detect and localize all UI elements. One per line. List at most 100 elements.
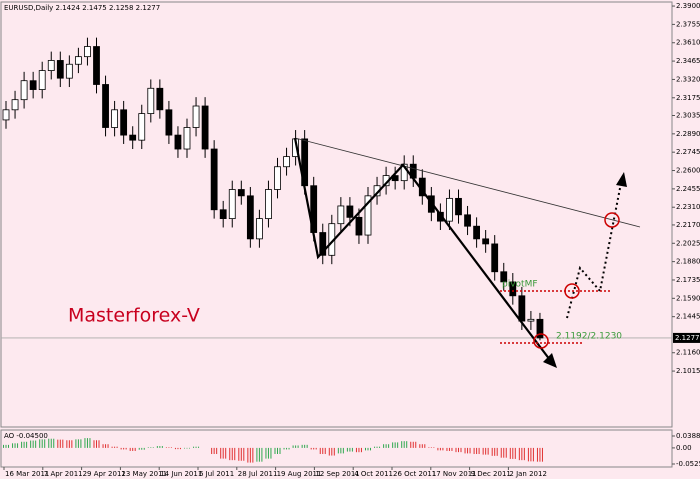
candle-body [38, 70, 46, 90]
candle-body [455, 197, 462, 216]
pattern-line [293, 137, 551, 361]
candle-body [120, 109, 128, 136]
candle-body [156, 87, 164, 111]
candle-body [337, 205, 345, 225]
x-tick-label: 26 Oct 2011 [393, 470, 436, 478]
target-label: 2.1192/2.1230 [556, 332, 622, 342]
candle-body [446, 197, 453, 222]
ao-title: AO -0.04500 [4, 432, 48, 440]
candle-body [47, 60, 55, 71]
candle-body [482, 238, 490, 245]
y-tick-label: 2.2745 [676, 148, 700, 156]
y-tick-label: 2.3900 [676, 2, 700, 10]
x-tick-label: 17 Nov 2011 [432, 470, 477, 478]
forecast-line [566, 182, 622, 319]
candle-body [228, 189, 236, 220]
candle-body [65, 63, 73, 79]
main-panel [0, 1, 673, 428]
y-tick-label: 2.3610 [676, 39, 700, 47]
candle-body [84, 46, 91, 58]
candle-body [346, 205, 354, 218]
candle-body [518, 295, 526, 322]
y-tick-label: 2.3320 [676, 75, 700, 83]
marker-circle [564, 283, 580, 299]
candle-body [364, 195, 372, 236]
x-tick-label: 16 Mar 2011 [5, 470, 49, 478]
candle-body [56, 60, 64, 79]
y-tick-label: 2.2600 [676, 167, 700, 175]
candle-body [165, 109, 173, 136]
x-tick-label: 12 Sep 2011 [315, 470, 359, 478]
candle-body [183, 127, 191, 150]
x-tick-label: 9 Dec 2011 [471, 470, 511, 478]
y-tick-label: 2.1015 [676, 367, 700, 375]
candle-body [210, 148, 218, 211]
x-tick-label: 6 Jul 2011 [199, 470, 234, 478]
candle-body [2, 109, 10, 121]
candle-body [274, 166, 281, 190]
y-tick-label: 2.1445 [676, 313, 700, 321]
candle-body [111, 109, 118, 128]
last-price-label: 2.1277 [675, 334, 700, 342]
candle-body [192, 105, 200, 128]
candle-body [129, 134, 137, 141]
candle-body [11, 99, 19, 111]
x-tick-label: 29 Apr 2011 [83, 470, 126, 478]
y-tick-label: 2.3035 [676, 111, 700, 119]
drawings [293, 137, 641, 368]
candle-body [436, 211, 444, 222]
candle-body [319, 232, 327, 256]
y-tick-label: 2.2310 [676, 203, 700, 211]
candle-body [509, 281, 517, 297]
y-tick-label: 2.3175 [676, 94, 700, 102]
x-tick-label: 19 Aug 2011 [277, 470, 322, 478]
x-tick-label: 2 Jan 2012 [509, 470, 547, 478]
chart-title: EURUSD,Daily 2.1424 2.1475 2.1258 2.1277 [4, 4, 160, 12]
arrow-head [616, 172, 627, 187]
x-tick-label: 14 Jun 2011 [160, 470, 202, 478]
y-tick-label: 0.00 [676, 444, 692, 452]
marker-circle [604, 212, 620, 228]
x-tick-label: 4 Oct 2011 [354, 470, 393, 478]
candle-body [174, 134, 182, 150]
last-price-box [673, 332, 700, 343]
ao-panel [0, 429, 673, 468]
x-tick-label: 23 May 2011 [121, 470, 167, 478]
candle-body [500, 271, 508, 283]
candle-body [255, 218, 263, 240]
candle-body [138, 113, 146, 141]
y-tick-label: 2.1735 [676, 276, 700, 284]
candle-body [147, 87, 155, 114]
candle-body [265, 189, 272, 220]
pivot-label: pivotMF [502, 280, 538, 290]
y-tick-label: 2.1880 [676, 258, 700, 266]
marker-circle [533, 333, 549, 349]
y-tick-label: 2.2455 [676, 185, 700, 193]
candle-body [20, 80, 28, 101]
candle-body [246, 195, 254, 240]
candle-body [102, 84, 109, 128]
y-tick-label: -0.05259 [676, 460, 700, 468]
y-tick-label: 2.3465 [676, 57, 700, 65]
x-tick-label: 28 Jul 2011 [238, 470, 278, 478]
candle-body [283, 156, 290, 168]
candle-body [473, 225, 481, 240]
y-tick-label: 2.2025 [676, 239, 700, 247]
candle-body [93, 46, 100, 85]
y-tick-label: 2.1160 [676, 349, 700, 357]
y-tick-label: 2.1590 [676, 294, 700, 302]
y-tick-label: 2.3755 [676, 20, 700, 28]
y-tick-label: 2.2170 [676, 221, 700, 229]
candle-body [491, 243, 499, 273]
trend-line [294, 137, 641, 228]
candle-body [75, 56, 82, 65]
candle-body [237, 189, 245, 197]
candle-body [201, 105, 209, 150]
arrow-head [543, 353, 557, 368]
y-tick-label: 2.2890 [676, 130, 700, 138]
x-tick-label: 7 Apr 2011 [44, 470, 83, 478]
watermark: Masterforex-V [68, 305, 200, 327]
candle-body [400, 163, 408, 182]
